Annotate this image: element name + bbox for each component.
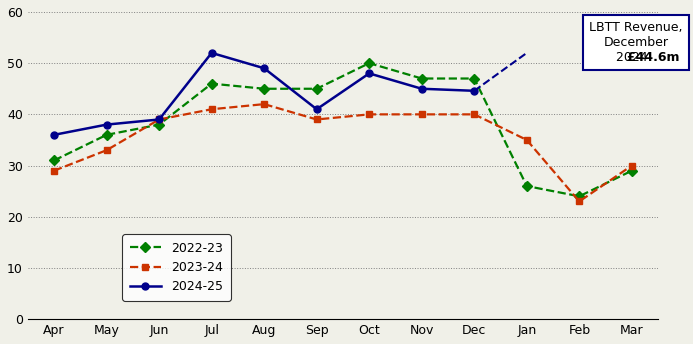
Legend: 2022-23, 2023-24, 2024-25: 2022-23, 2023-24, 2024-25 bbox=[122, 234, 231, 301]
Text: LBTT Revenue,
December
2024: £44.6m: LBTT Revenue, December 2024: £44.6m bbox=[589, 21, 683, 64]
Text: £44.6m: £44.6m bbox=[593, 21, 680, 64]
Text: LBTT Revenue,
December
2024:: LBTT Revenue, December 2024: bbox=[589, 21, 683, 64]
